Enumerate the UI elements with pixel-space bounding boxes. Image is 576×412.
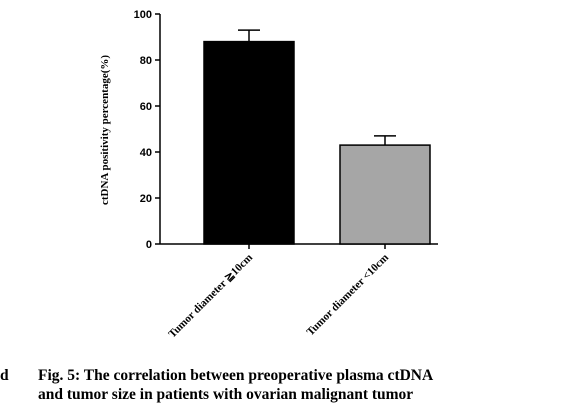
y-tick-label: 80 bbox=[140, 55, 152, 67]
panel-letter: d bbox=[0, 367, 9, 384]
y-tick-label: 100 bbox=[134, 9, 152, 21]
y-tick-label: 40 bbox=[140, 147, 152, 159]
bar bbox=[203, 40, 295, 245]
y-tick-label: 20 bbox=[140, 193, 152, 205]
caption-line-2: and tumor size in patients with ovarian … bbox=[38, 386, 414, 403]
x-tick-label: Tumor diameter <10cm bbox=[304, 252, 391, 339]
y-tick-label: 60 bbox=[140, 101, 152, 113]
plot-area: 0 20 40 60 80 100 Tumor diameter ≧10cm Tumor di… bbox=[134, 9, 438, 340]
caption-line-1: Fig. 5: The correlation between preopera… bbox=[38, 367, 434, 384]
y-tick-label: 0 bbox=[146, 239, 152, 251]
y-axis-title: ctDNA positivity percentage(%) bbox=[99, 55, 111, 205]
x-tick-label: Tumor diameter ≧10cm bbox=[166, 252, 255, 341]
bar bbox=[339, 144, 431, 245]
figure-caption: Fig. 5: The correlation between preopera… bbox=[38, 366, 568, 404]
